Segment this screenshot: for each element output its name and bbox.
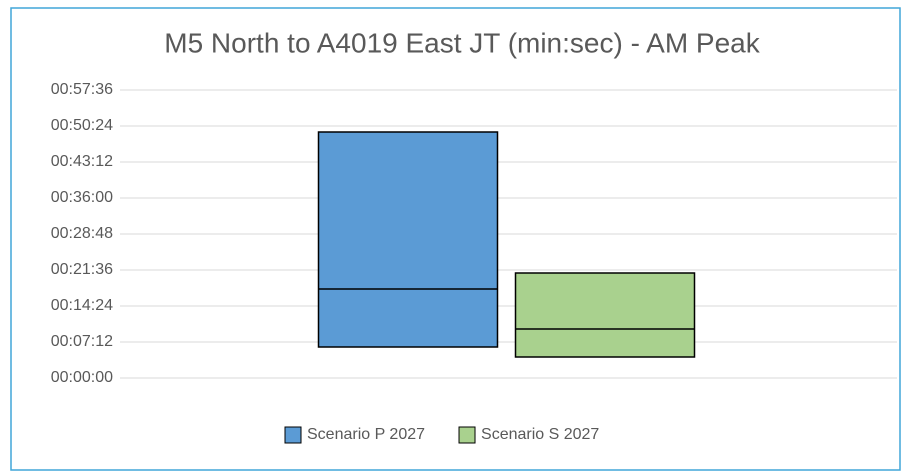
y-tick-label: 00:28:48 — [51, 225, 113, 242]
y-tick-label: 00:21:36 — [51, 261, 113, 278]
box — [514, 272, 696, 358]
y-tick-label: 00:36:00 — [51, 189, 113, 206]
legend-label: Scenario S 2027 — [481, 426, 599, 443]
y-tick-label: 00:00:00 — [51, 369, 113, 386]
chart-title: M5 North to A4019 East JT (min:sec) - AM… — [164, 27, 760, 58]
y-tick-label: 00:50:24 — [51, 117, 113, 134]
y-tick-label: 00:14:24 — [51, 297, 113, 314]
box — [317, 131, 499, 348]
legend-swatch — [284, 426, 302, 444]
legend-swatch — [458, 426, 476, 444]
y-tick-label: 00:57:36 — [51, 81, 113, 98]
y-tick-label: 00:43:12 — [51, 153, 113, 170]
legend-label: Scenario P 2027 — [307, 426, 425, 443]
y-tick-label: 00:07:12 — [51, 333, 113, 350]
